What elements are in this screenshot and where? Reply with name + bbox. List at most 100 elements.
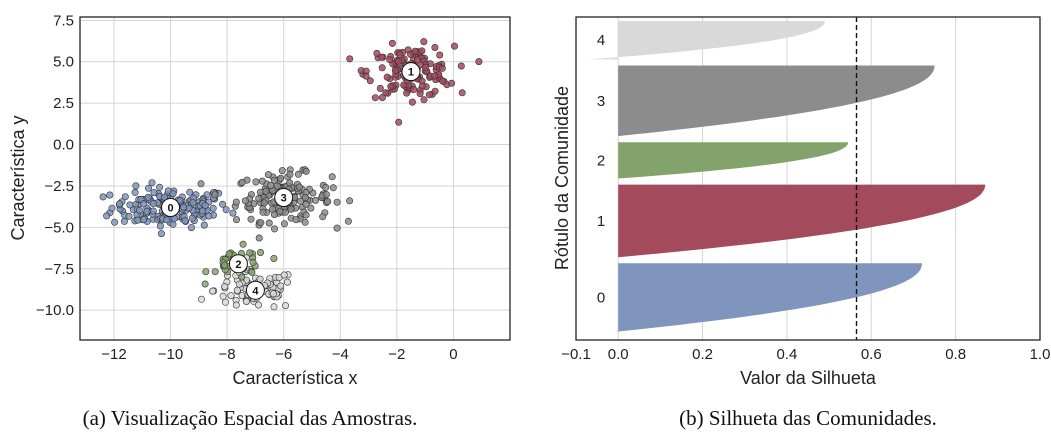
cluster-center-label: 4: [252, 285, 259, 297]
cluster-center-marker: [228, 254, 248, 274]
scatter-point-cluster-3: [257, 219, 265, 227]
scatter-ylabel: Característica y: [8, 115, 28, 240]
cluster-center-marker: [161, 197, 181, 217]
scatter-point-cluster-4: [235, 280, 243, 288]
scatter-point-cluster-3: [280, 220, 288, 228]
scatter-point-cluster-0: [169, 220, 177, 228]
scatter-point-cluster-1: [371, 94, 379, 102]
scatter-point-cluster-3: [197, 180, 205, 188]
scatter-point-cluster-3: [255, 234, 263, 242]
scatter-point-cluster-1: [457, 62, 465, 70]
scatter-point-cluster-3: [328, 173, 336, 181]
silhouette-xtick-label: 0.0: [608, 346, 629, 363]
scatter-point-cluster-0: [205, 212, 213, 220]
scatter-point-cluster-4: [242, 297, 250, 305]
scatter-point-cluster-1: [387, 83, 395, 91]
scatter-point-cluster-3: [319, 213, 327, 221]
scatter-point-cluster-4: [269, 290, 277, 298]
scatter-point-cluster-3: [333, 198, 341, 206]
scatter-point-cluster-3: [295, 183, 303, 191]
cluster-center-label: 1: [408, 67, 414, 79]
scatter-point-cluster-0: [144, 193, 152, 201]
scatter-point-cluster-0: [131, 188, 139, 196]
scatter-point-cluster-3: [302, 167, 310, 175]
scatter-point-cluster-1: [439, 77, 447, 85]
scatter-point-cluster-1: [431, 72, 439, 80]
silhouette-panel: 0 1 2 3 4 −0.1 0.0 0.2 0.4 0.6 0.8 1.0 Valor da Si…: [552, 16, 1050, 430]
caption-b: (b) Silhueta das Comunidades.: [679, 406, 937, 430]
scatter-xtick-label: −6: [275, 346, 292, 363]
scatter-point-cluster-0: [126, 201, 134, 209]
scatter-point-cluster-3: [262, 187, 270, 195]
silhouette-band-cluster-2: [618, 142, 849, 179]
silhouette-xlabel: Valor da Silhueta: [740, 368, 877, 388]
scatter-point-cluster-4: [270, 303, 278, 311]
scatter-point-cluster-1: [378, 94, 386, 102]
scatter-point-cluster-1: [431, 87, 439, 95]
scatter-point-cluster-1: [431, 43, 439, 51]
scatter-point-cluster-3: [346, 197, 354, 205]
scatter-point-cluster-4: [277, 282, 285, 290]
silhouette-cluster-label: 4: [597, 32, 605, 49]
scatter-point-cluster-4: [255, 301, 263, 309]
scatter-point-cluster-0: [103, 212, 111, 220]
scatter-point-cluster-2: [201, 280, 209, 288]
scatter-point-cluster-1: [420, 96, 428, 104]
scatter-ytick-label: −10.0: [36, 302, 74, 319]
scatter-xtick-label: −4: [332, 346, 349, 363]
scatter-point-cluster-0: [163, 216, 171, 224]
scatter-point-cluster-4: [283, 278, 291, 286]
scatter-point-cluster-0: [186, 188, 194, 196]
scatter-point-cluster-0: [209, 204, 217, 212]
scatter-ytick-label: −7.5: [44, 261, 74, 278]
cluster-centers: 0 1 2 3 4: [161, 62, 421, 300]
scatter-point-cluster-4: [219, 292, 227, 300]
scatter-point-cluster-3: [264, 171, 272, 179]
scatter-point-cluster-3: [270, 225, 278, 233]
scatter-ytick-label: −2.5: [44, 178, 74, 195]
scatter-point-cluster-4: [233, 286, 241, 294]
scatter-point-cluster-1: [411, 47, 419, 55]
scatter-point-cluster-0: [200, 221, 208, 229]
scatter-point-cluster-0: [189, 199, 197, 207]
scatter-point-cluster-3: [269, 205, 277, 213]
scatter-ytick-label: 2.5: [53, 95, 74, 112]
scatter-point-cluster-3: [260, 199, 268, 207]
scatter-point-cluster-0: [157, 230, 165, 238]
scatter-point-cluster-3: [294, 170, 302, 178]
silhouette-xtick-label: 0.8: [945, 346, 966, 363]
scatter-point-cluster-0: [140, 200, 148, 208]
scatter-grid: [80, 17, 510, 340]
scatter-point-cluster-3: [252, 178, 260, 186]
scatter-xtick-label: −8: [219, 346, 236, 363]
scatter-point-cluster-0: [134, 216, 142, 224]
scatter-point-cluster-0: [140, 216, 148, 224]
scatter-point-cluster-3: [307, 204, 315, 212]
silhouette-band-cluster-0: [614, 263, 922, 332]
scatter-point-cluster-0: [149, 200, 157, 208]
silhouette-band-cluster-3: [618, 65, 935, 137]
scatter-point-cluster-3: [301, 218, 309, 226]
silhouette-band-cluster-4: [588, 21, 825, 60]
scatter-panel: 0 1 2 3 4 −12 −10 −8 −6 −4 −2 0 7.5 5.0 2.5 0.0 −2.5 −5.…: [8, 12, 511, 430]
scatter-point-cluster-3: [241, 197, 249, 205]
scatter-point-cluster-0: [145, 184, 153, 192]
scatter-point-cluster-0: [156, 183, 164, 191]
scatter-ytick-label: 7.5: [53, 12, 74, 29]
scatter-point-cluster-0: [111, 218, 119, 226]
scatter-point-cluster-3: [324, 198, 332, 206]
scatter-point-cluster-2: [248, 268, 256, 276]
silhouette-xtick-label: 0.2: [692, 346, 713, 363]
scatter-point-cluster-1: [362, 72, 370, 80]
scatter-point-cluster-4: [198, 295, 206, 303]
scatter-point-cluster-0: [199, 207, 207, 215]
scatter-point-cluster-3: [259, 208, 267, 216]
scatter-point-cluster-3: [302, 200, 310, 208]
scatter-point-cluster-1: [391, 67, 399, 75]
scatter-point-cluster-4: [280, 271, 288, 279]
scatter-point-cluster-3: [292, 216, 300, 224]
scatter-point-cluster-0: [125, 212, 133, 220]
scatter-point-cluster-0: [149, 207, 157, 215]
scatter-point-cluster-3: [312, 196, 320, 204]
